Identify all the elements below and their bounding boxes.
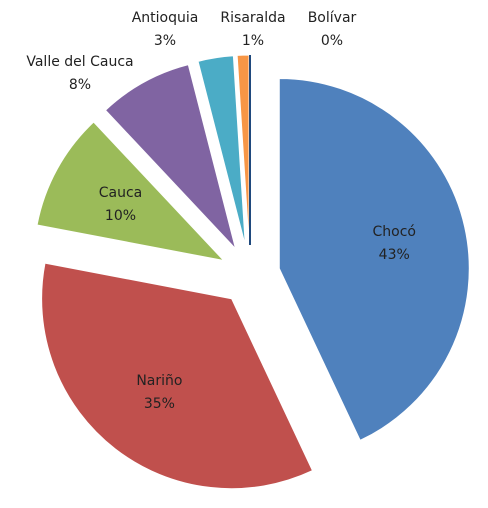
pie-slice: [41, 262, 314, 490]
pie-slice: [36, 121, 226, 262]
pie-slice: [278, 77, 470, 442]
slice-label: Cauca: [99, 185, 143, 201]
slice-label: Risaralda: [220, 10, 285, 26]
slice-value-label: 0%: [321, 33, 343, 49]
pie-slice: [197, 55, 246, 246]
slice-value-label: 10%: [105, 208, 136, 224]
slice-label: Nariño: [136, 373, 182, 389]
slice-value-label: 35%: [144, 396, 175, 412]
pie-slice: [104, 64, 237, 250]
slice-label: Bolívar: [308, 10, 357, 26]
slice-label: Valle del Cauca: [26, 54, 133, 70]
slice-value-label: 8%: [69, 77, 91, 93]
slice-label: Antioquia: [132, 10, 199, 26]
slice-label: Chocó: [372, 224, 415, 240]
slice-value-label: 1%: [242, 33, 264, 49]
slice-value-label: 3%: [154, 33, 176, 49]
slice-value-label: 43%: [379, 247, 410, 263]
